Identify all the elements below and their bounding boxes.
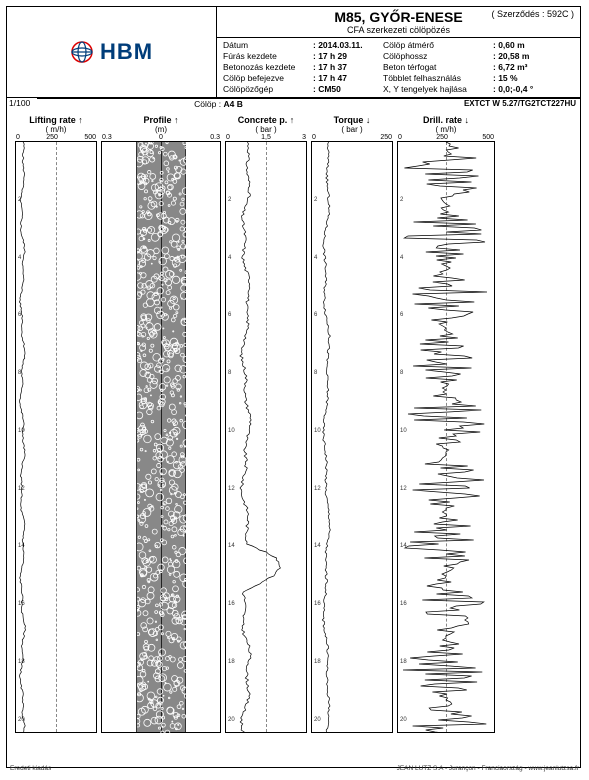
meta-line: Dátum: [223, 40, 313, 51]
chart-drillrate: Drill. rate ↓( m/h)025050024681012141618…: [397, 115, 495, 733]
chart-title: Profile ↑: [101, 115, 221, 125]
sub-title: CFA szerkezeti cölöpözés: [223, 25, 574, 35]
contract: ( Szerződés : 592C ): [491, 9, 574, 19]
chart-axis: 0250500: [397, 134, 495, 141]
header-right: M85, GYŐR-ENESE CFA szerkezeti cölöpözés…: [217, 7, 580, 97]
chart-title: Torque ↓: [311, 115, 393, 125]
chart-axis: 01,53: [225, 134, 307, 141]
meta-line: Betonozás kezdete: [223, 62, 313, 73]
meta-line: Többlet felhasználás: [383, 73, 493, 84]
logo-cell: HBM: [7, 7, 217, 97]
meta-line: : 6,72 m³: [493, 62, 573, 73]
meta-row: DátumFúrás kezdeteBetonozás kezdeteCölöp…: [217, 38, 580, 97]
chart-unit: ( m/h): [397, 125, 495, 134]
meta-values-1: : 2014.03.11.: 17 h 29: 17 h 37: 17 h 47…: [313, 40, 383, 95]
meta-line: : 17 h 37: [313, 62, 383, 73]
meta-line: Beton térfogat: [383, 62, 493, 73]
chart-body: 2468101214161820: [311, 141, 393, 733]
chart-axis: 0250500: [15, 134, 97, 141]
footer-right: JEAN LUTZ S.A - Jurançon - Franciaország…: [397, 765, 579, 772]
chart-axis: 0250: [311, 134, 393, 141]
chart-body: 2468101214161820: [397, 141, 495, 733]
chart-axis: 0.300.3: [101, 134, 221, 141]
title-row: M85, GYŐR-ENESE CFA szerkezeti cölöpözés…: [217, 7, 580, 38]
chart-concretep: Concrete p. ↑( bar )01,53246810121416182…: [225, 115, 307, 733]
meta-line: : 17 h 29: [313, 51, 383, 62]
scale-row: 1/100 Cölöp : A4 B EXTCT W 5.27/TG2TCT22…: [7, 98, 580, 109]
logo-text: HBM: [100, 39, 153, 65]
meta-line: : 0,0;-0,4 °: [493, 84, 573, 95]
meta-line: Fúrás kezdete: [223, 51, 313, 62]
meta-line: : 17 h 47: [313, 73, 383, 84]
chart-title: Concrete p. ↑: [225, 115, 307, 125]
pile-id: Cölöp : A4 B: [37, 98, 400, 109]
chart-unit: ( bar ): [225, 125, 307, 134]
scale-value: 1/100: [7, 98, 37, 109]
globe-icon: [70, 40, 94, 64]
meta-line: Cölöp átmérő: [383, 40, 493, 51]
meta-line: : 15 %: [493, 73, 573, 84]
meta-line: Cölöphossz: [383, 51, 493, 62]
chart-unit: ( bar ): [311, 125, 393, 134]
report-page: HBM M85, GYŐR-ENESE CFA szerkezeti cölöp…: [6, 6, 581, 768]
profile-body: [101, 141, 221, 733]
logo: HBM: [70, 39, 153, 65]
footer: Eredeti kiadás JEAN LUTZ S.A - Jurançon …: [10, 765, 579, 772]
chart-unit: ( m/h): [15, 125, 97, 134]
chart-title: Drill. rate ↓: [397, 115, 495, 125]
software-version: EXTCT W 5.27/TG2TCT227HU: [400, 98, 580, 109]
meta-line: : 2014.03.11.: [313, 40, 383, 51]
meta-values-2: : 0,60 m: 20,58 m: 6,72 m³: 15 %: 0,0;-0…: [493, 40, 573, 95]
meta-labels-1: DátumFúrás kezdeteBetonozás kezdeteCölöp…: [223, 40, 313, 95]
meta-line: X, Y tengelyek hajlása: [383, 84, 493, 95]
meta-line: : CM50: [313, 84, 383, 95]
meta-line: Cölöpözőgép: [223, 84, 313, 95]
header: HBM M85, GYŐR-ENESE CFA szerkezeti cölöp…: [7, 7, 580, 98]
meta-line: Cölöp befejezve: [223, 73, 313, 84]
chart-unit: (m): [101, 125, 221, 134]
meta-line: : 20,58 m: [493, 51, 573, 62]
chart-body: 2468101214161820: [15, 141, 97, 733]
footer-left: Eredeti kiadás: [10, 765, 51, 772]
chart-liftingrate: Lifting rate ↑( m/h)02505002468101214161…: [15, 115, 97, 733]
chart-title: Lifting rate ↑: [15, 115, 97, 125]
meta-labels-2: Cölöp átmérőCölöphosszBeton térfogatTöbb…: [383, 40, 493, 95]
charts-container: Lifting rate ↑( m/h)02505002468101214161…: [7, 109, 580, 735]
meta-line: : 0,60 m: [493, 40, 573, 51]
chart-profile: Profile ↑(m)0.300.3: [101, 115, 221, 733]
chart-body: 2468101214161820: [225, 141, 307, 733]
chart-torque: Torque ↓( bar )02502468101214161820: [311, 115, 393, 733]
